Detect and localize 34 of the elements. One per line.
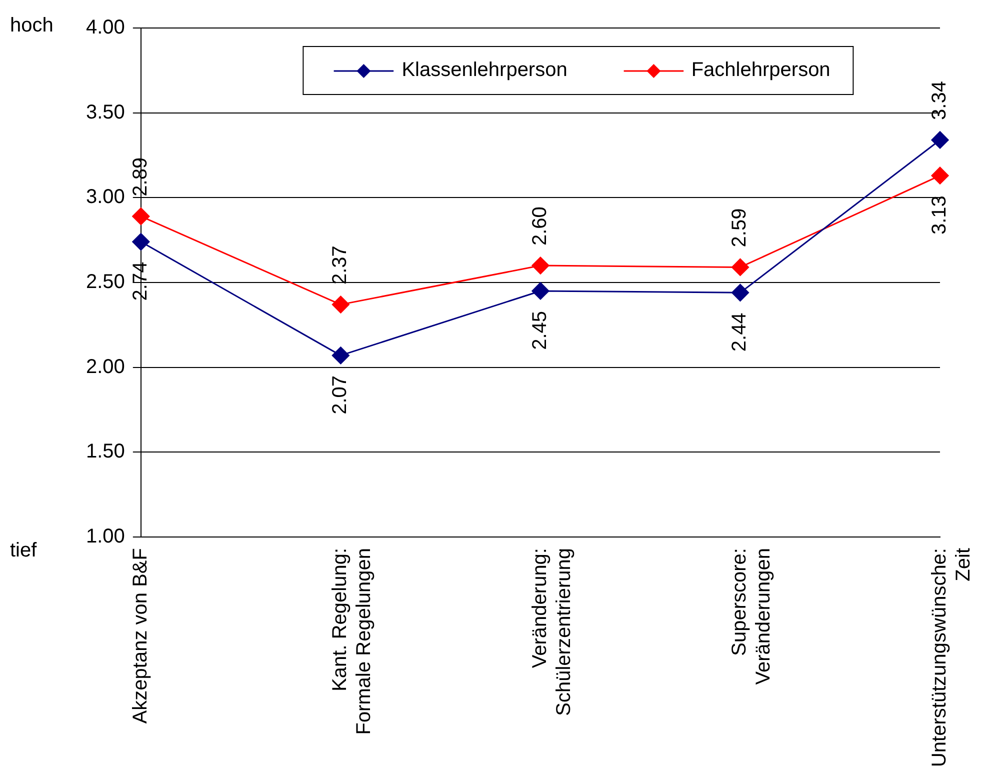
text: hoch [10, 14, 54, 37]
data-label: 2.59 [728, 208, 751, 248]
data-label: 3.34 [928, 81, 951, 120]
y-tick-label: 4.00 [86, 16, 125, 39]
y-tick-label: 1.00 [86, 526, 125, 548]
y-tick-label: 2.00 [86, 356, 125, 378]
data-label: 2.45 [528, 310, 551, 350]
data-label: 2.60 [528, 206, 551, 246]
point [532, 256, 550, 274]
legend-label: Klassenlehrperson [402, 59, 568, 82]
data-label: 2.07 [329, 375, 352, 414]
text: tief [10, 540, 38, 562]
x-tick-label: Superscore: Veränderungen [728, 548, 775, 685]
point [132, 208, 150, 226]
point [731, 284, 749, 302]
point [731, 258, 749, 276]
y-tick-label: 3.50 [86, 101, 125, 124]
x-tick-label: Kant. Regelung: Formale Regelungen [329, 548, 376, 735]
x-tick-label: Akzeptanz von B&F [129, 548, 152, 724]
point [132, 233, 150, 251]
y-tick-label: 3.00 [86, 186, 125, 208]
point [931, 131, 949, 149]
point [332, 346, 350, 364]
point [532, 282, 550, 300]
legend-label: Fachlehrperson [691, 59, 830, 82]
y-tick-label: 1.50 [86, 440, 125, 463]
x-tick-label: Veränderung: Schülerzentrierung [528, 548, 575, 716]
data-label: 3.13 [928, 196, 951, 235]
x-tick-label: Unterstützungswünsche: Zeit [928, 548, 975, 768]
y-tick-label: 2.50 [86, 271, 125, 294]
point [931, 166, 949, 184]
data-label: 2.37 [329, 246, 352, 285]
point [332, 296, 350, 314]
data-label: 2.44 [728, 312, 751, 352]
